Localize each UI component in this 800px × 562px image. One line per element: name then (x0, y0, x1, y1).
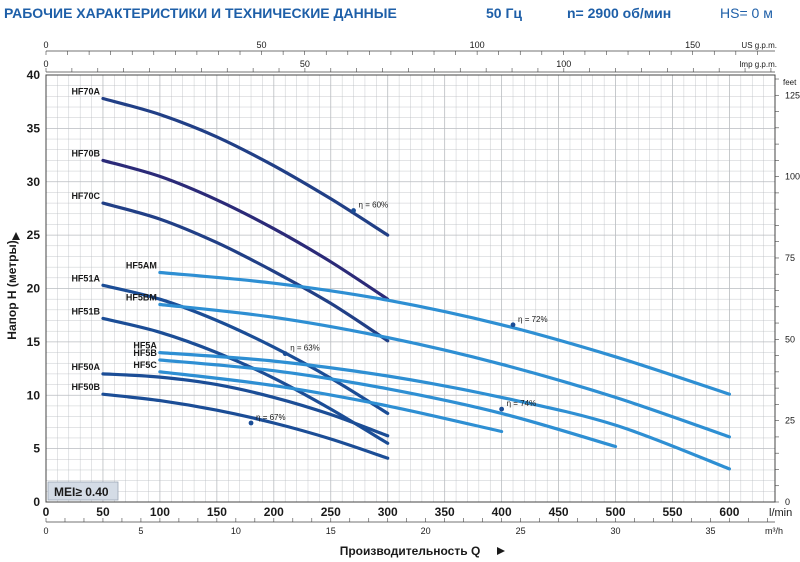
series-label-hf70b: HF70B (71, 148, 100, 158)
m3h-unit-label: m³/h (765, 526, 783, 536)
feet-tick-label: 100 (785, 172, 800, 182)
feet-tick-label: 50 (785, 334, 795, 344)
x-tick-label: 150 (207, 505, 227, 519)
suction-height-label: HS= 0 м (720, 5, 773, 21)
us-gpm-tick-label: 0 (43, 40, 48, 50)
efficiency-annotations: η = 60% η = 72% η = 63% η = 74% η = 67% (248, 201, 548, 426)
y-tick-label: 25 (27, 228, 41, 242)
y-axis-label: Напор H (метры) (5, 240, 19, 339)
x-tick-label: 300 (378, 505, 398, 519)
series-label-hf50a: HF50A (71, 362, 100, 372)
series-label-hf70c: HF70C (71, 191, 100, 201)
feet-tick-label: 25 (785, 416, 795, 426)
page-title: РАБОЧИЕ ХАРАКТЕРИСТИКИ И ТЕХНИЧЕСКИЕ ДАН… (4, 5, 397, 21)
series-line-hf70b (101, 158, 390, 301)
x-tick-label: 50 (96, 505, 110, 519)
us-gpm-tick-label: 150 (685, 40, 700, 50)
imp-gpm-tick-label: 100 (556, 59, 571, 69)
y-tick-label: 35 (27, 121, 41, 135)
mei-badge: MEI≥ 0.40 (47, 481, 119, 501)
series-line-hf5b (158, 358, 618, 449)
series-label-hf5c: HF5C (133, 360, 157, 370)
y-axis-arrow (12, 232, 20, 240)
x-axis-label: Производительность Q (340, 544, 481, 558)
series-line-hf5a (158, 351, 731, 471)
series-line-hf70c (101, 201, 390, 343)
us-gpm-unit-label: US g.p.m. (741, 41, 777, 50)
series-line-hf5c (158, 370, 504, 434)
m3h-tick-label: 5 (138, 526, 143, 536)
efficiency-point (248, 420, 254, 426)
series-label-hf5bm: HF5BM (126, 293, 157, 303)
m3h-tick-label: 20 (421, 526, 431, 536)
efficiency-label: η = 74% (507, 399, 537, 408)
y-tick-label: 10 (27, 388, 41, 402)
series-line-hf70a (101, 96, 390, 237)
m3h-tick-label: 15 (326, 526, 336, 536)
efficiency-point (351, 208, 356, 213)
imp-gpm-tick-label: 0 (43, 59, 48, 69)
speed-label: n= 2900 об/мин (567, 5, 672, 21)
plot-frame (45, 74, 776, 503)
mei-badge-text: MEI≥ 0.40 (54, 485, 109, 499)
x-tick-label: 350 (435, 505, 455, 519)
series-line-hf50a (101, 372, 390, 438)
m3h-tick-label: 35 (705, 526, 715, 536)
m3h-tick-label: 30 (611, 526, 621, 536)
us-gpm-tick-label: 100 (470, 40, 485, 50)
efficiency-label: η = 60% (359, 201, 389, 210)
series-label-hf70a: HF70A (71, 86, 100, 96)
feet-tick-label: 0 (785, 497, 790, 507)
us-gpm-tick-label: 50 (257, 40, 267, 50)
x-tick-label: 100 (150, 505, 170, 519)
x-tick-label: 450 (549, 505, 569, 519)
series-line-hf5bm (158, 302, 731, 439)
x-tick-label: 550 (662, 505, 682, 519)
x-tick-label: 200 (264, 505, 284, 519)
y-tick-label: 0 (33, 495, 40, 509)
series-line-hf5am (158, 270, 731, 396)
x-axis-arrow (497, 547, 505, 555)
x-tick-label: 400 (492, 505, 512, 519)
frequency-label: 50 Гц (486, 5, 523, 21)
efficiency-label: η = 63% (290, 344, 320, 353)
efficiency-point (499, 406, 505, 412)
series-label-hf51b: HF51B (71, 306, 100, 316)
axes: 0 50 100 150 200 250 300 350 400 450 500 550 600 l/mi… (27, 40, 800, 536)
y-tick-label: 20 (27, 282, 41, 296)
y-tick-label: 15 (27, 335, 41, 349)
feet-unit-label: feet (783, 78, 797, 87)
m3h-tick-label: 25 (516, 526, 526, 536)
chart-header: РАБОЧИЕ ХАРАКТЕРИСТИКИ И ТЕХНИЧЕСКИЕ ДАН… (0, 0, 800, 28)
m3h-tick-label: 10 (231, 526, 241, 536)
x-unit-label: l/min (769, 507, 792, 519)
efficiency-label: η = 67% (256, 413, 286, 422)
y-tick-label: 30 (27, 175, 41, 189)
efficiency-point (282, 351, 288, 357)
series-label-hf51a: HF51A (71, 273, 100, 283)
x-tick-label: 0 (43, 505, 50, 519)
series-label-hf5a: HF5A (133, 341, 157, 351)
series-line-hf50b (101, 392, 390, 460)
x-tick-label: 250 (321, 505, 341, 519)
series-line-hf51a (101, 283, 390, 415)
feet-tick-label: 75 (785, 253, 795, 263)
grid (46, 75, 775, 502)
series-label-hf50b: HF50B (71, 382, 100, 392)
y-tick-label: 5 (33, 442, 40, 456)
efficiency-point (510, 322, 516, 328)
imp-gpm-unit-label: Imp g.p.m. (739, 60, 777, 69)
feet-tick-label: 125 (785, 90, 800, 100)
series-label-hf5b: HF5B (133, 348, 157, 358)
x-tick-label: 600 (719, 505, 739, 519)
series-lines (101, 96, 731, 471)
imp-gpm-tick-label: 50 (300, 59, 310, 69)
x-tick-label: 500 (606, 505, 626, 519)
m3h-tick-label: 0 (43, 526, 48, 536)
series-labels: HF70A HF70B HF70C HF51A HF51B HF50A HF50B HF5AM… (71, 86, 157, 392)
series-label-hf5am: HF5AM (126, 260, 157, 270)
efficiency-label: η = 72% (518, 315, 548, 324)
y-tick-label: 40 (27, 68, 41, 82)
